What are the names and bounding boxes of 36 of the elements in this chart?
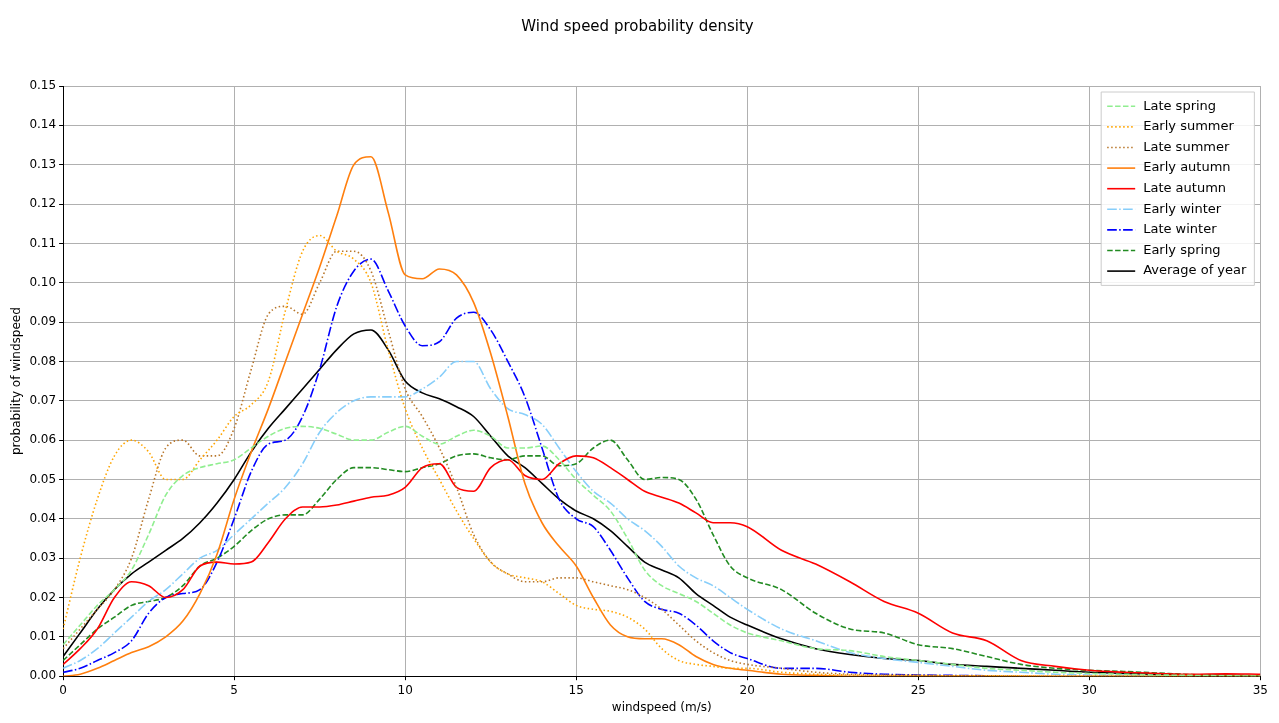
x-tick-label: 5 <box>230 682 238 697</box>
legend-label: Early winter <box>1143 200 1222 216</box>
y-tick-label: 0.12 <box>29 196 57 211</box>
y-tick-label: 0.10 <box>29 274 57 289</box>
x-tick-label: 10 <box>397 682 413 697</box>
x-tick-label: 35 <box>1252 682 1269 697</box>
legend-label: Late summer <box>1143 138 1230 154</box>
y-tick-label: 0.08 <box>29 353 57 368</box>
y-tick-label: 0.09 <box>29 314 57 329</box>
legend-label: Early autumn <box>1143 159 1231 175</box>
y-tick-label: 0.01 <box>29 628 57 643</box>
y-tick-label: 0.13 <box>29 156 57 171</box>
y-axis-title: probability of windspeed <box>9 307 24 456</box>
y-tick-label: 0.03 <box>29 550 57 565</box>
legend-label: Late winter <box>1143 221 1218 237</box>
legend-label: Average of year <box>1143 262 1248 278</box>
y-tick-label: 0.04 <box>29 510 57 525</box>
legend-label: Early summer <box>1143 118 1235 134</box>
y-tick-label: 0.06 <box>29 432 57 447</box>
y-tick-label: 0.02 <box>29 589 57 604</box>
x-tick-label: 25 <box>910 682 926 697</box>
x-tick-label: 0 <box>59 682 67 697</box>
y-tick-label: 0.11 <box>29 235 57 250</box>
x-tick-label: 15 <box>568 682 584 697</box>
y-tick-label: 0.00 <box>29 668 57 683</box>
x-tick-label: 20 <box>739 682 755 697</box>
legend-label: Early spring <box>1143 241 1221 257</box>
y-tick-label: 0.05 <box>29 471 57 486</box>
x-tick-label: 30 <box>1081 682 1097 697</box>
y-tick-label: 0.14 <box>29 117 57 132</box>
legend-label: Late spring <box>1143 97 1217 113</box>
y-tick-label: 0.15 <box>29 78 57 93</box>
y-tick-label: 0.07 <box>29 392 57 407</box>
x-axis-title: windspeed (m/s) <box>611 699 712 714</box>
legend-label: Late autumn <box>1143 180 1227 196</box>
chart-title: Wind speed probability density <box>521 16 754 35</box>
